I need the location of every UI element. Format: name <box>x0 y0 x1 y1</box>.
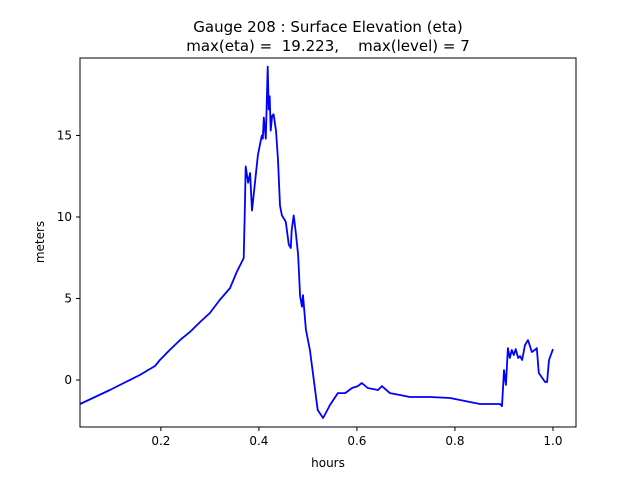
x-tick-label: 0.6 <box>347 434 366 448</box>
plot-area: 0.2 0.4 0.6 0.8 1.0 0 5 10 15 <box>57 57 577 448</box>
x-tick-label: 1.0 <box>543 434 562 448</box>
axes-frame <box>79 57 577 428</box>
chart-title: Gauge 208 : Surface Elevation (eta) <box>193 18 462 36</box>
x-tick-label: 0.4 <box>249 434 268 448</box>
series-line-eta <box>80 65 554 419</box>
x-tick-label: 0.2 <box>151 434 170 448</box>
y-tick-label: 15 <box>57 128 72 142</box>
y-tick-label: 5 <box>64 292 72 306</box>
x-tick-label: 0.8 <box>445 434 464 448</box>
x-axis-label: hours <box>311 456 345 470</box>
y-tick-label: 0 <box>64 373 72 387</box>
y-axis-label: meters <box>33 221 47 263</box>
chart-subtitle: max(eta) = 19.223, max(level) = 7 <box>186 37 470 55</box>
y-tick-label: 10 <box>57 210 72 224</box>
